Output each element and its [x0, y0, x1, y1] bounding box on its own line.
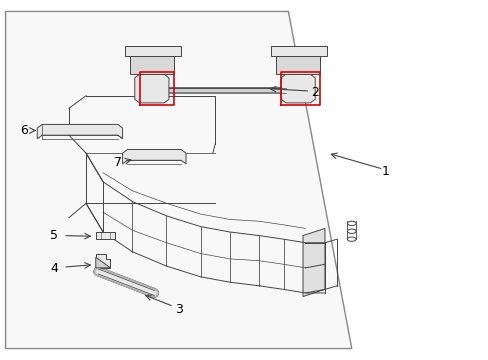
Polygon shape [130, 56, 173, 74]
Text: 6: 6 [20, 124, 27, 137]
Text: 7: 7 [114, 156, 122, 169]
Text: 4: 4 [50, 262, 58, 275]
Polygon shape [37, 125, 122, 139]
Polygon shape [122, 149, 185, 164]
Polygon shape [125, 45, 181, 56]
Polygon shape [96, 253, 110, 268]
Polygon shape [271, 45, 327, 56]
Text: 1: 1 [381, 165, 389, 177]
Text: 5: 5 [50, 229, 58, 242]
Text: 3: 3 [174, 303, 182, 316]
Polygon shape [135, 74, 168, 103]
Polygon shape [281, 74, 315, 103]
Polygon shape [96, 232, 115, 239]
Polygon shape [5, 12, 351, 348]
Polygon shape [276, 56, 320, 74]
Polygon shape [303, 228, 325, 297]
Polygon shape [96, 257, 110, 268]
Text: 2: 2 [311, 86, 319, 99]
